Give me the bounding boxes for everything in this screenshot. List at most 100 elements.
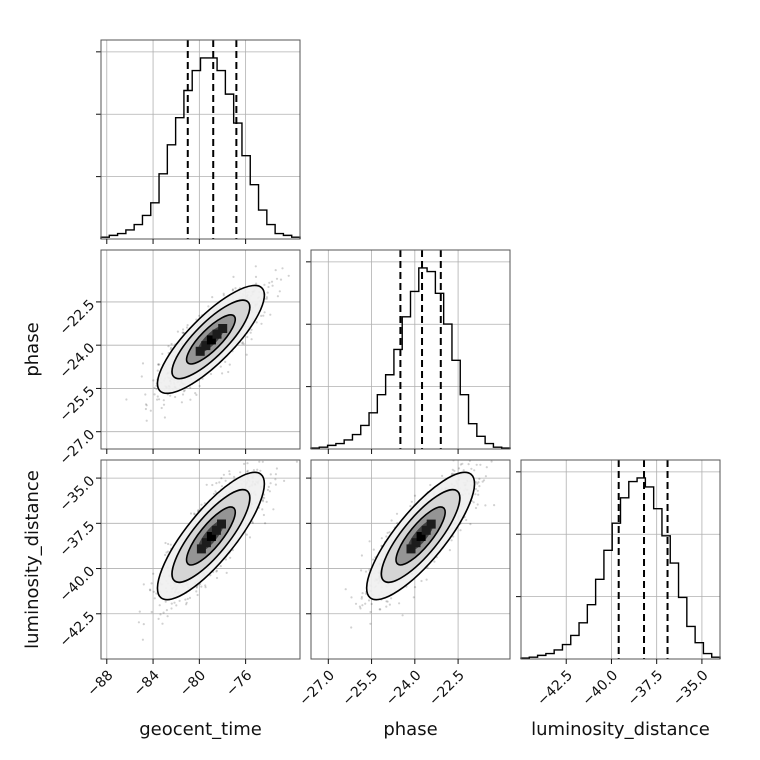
- scatter-point: [164, 541, 167, 545]
- scatter-point: [283, 479, 286, 482]
- density-bin: [211, 525, 221, 535]
- x-tick-label-phase: −27.0: [296, 667, 338, 709]
- scatter-point: [472, 501, 475, 504]
- scatter-point: [369, 610, 372, 614]
- scatter-point: [361, 604, 364, 607]
- x-tick-label-phase: −22.5: [426, 667, 468, 709]
- scatter-point: [227, 370, 230, 374]
- scatter-point: [398, 602, 401, 605]
- scatter-point: [233, 475, 236, 478]
- scatter-point: [269, 473, 272, 476]
- scatter-point: [476, 503, 479, 506]
- scatter-point: [261, 508, 264, 511]
- scatter-point: [145, 404, 148, 407]
- scatter-point: [189, 386, 192, 389]
- scatter-point: [166, 615, 169, 618]
- scatter-point: [265, 297, 268, 300]
- y-axis-label-phase: phase: [22, 322, 43, 376]
- scatter-point: [161, 622, 164, 625]
- scatter-point: [451, 472, 454, 475]
- scatter-point: [224, 558, 227, 561]
- scatter-point: [269, 482, 272, 485]
- panel-frame: [520, 459, 721, 660]
- scatter-point: [263, 311, 266, 314]
- scatter-point: [250, 338, 253, 341]
- scatter-point: [215, 482, 218, 485]
- scatter-point: [372, 548, 375, 551]
- scatter-point: [204, 584, 207, 587]
- scatter-point: [260, 314, 263, 317]
- scatter-point: [385, 600, 388, 603]
- scatter-point: [195, 586, 198, 589]
- y-tick-label-luminosity_distance: −37.5: [57, 518, 99, 560]
- scatter-point: [258, 454, 260, 456]
- scatter-point: [142, 583, 145, 586]
- scatter-point: [473, 469, 476, 472]
- scatter-point: [268, 281, 271, 284]
- scatter-point: [264, 522, 267, 525]
- scatter-point: [170, 602, 173, 605]
- scatter-point: [493, 504, 496, 507]
- scatter-point: [278, 290, 281, 293]
- scatter-point: [256, 468, 259, 471]
- scatter-point: [195, 393, 198, 396]
- scatter-point: [142, 623, 145, 626]
- scatter-point: [258, 460, 261, 463]
- scatter-point: [359, 607, 362, 610]
- scatter-point: [209, 574, 212, 577]
- scatter-point: [271, 284, 274, 287]
- x-tick-label-luminosity_distance: −42.5: [534, 667, 576, 709]
- scatter-point: [174, 395, 177, 399]
- scatter-point: [225, 571, 228, 575]
- scatter-point: [198, 314, 201, 317]
- x-axis-label-phase: phase: [383, 719, 437, 740]
- scatter-point: [246, 462, 249, 465]
- scatter-point: [475, 463, 478, 466]
- scatter-point: [148, 588, 152, 591]
- panel-frame: [310, 249, 511, 450]
- scatter-point: [249, 456, 251, 458]
- scatter-point: [274, 483, 277, 486]
- y-tick-label-phase: −27.0: [57, 427, 99, 469]
- scatter-point: [370, 602, 373, 606]
- scatter-point: [232, 275, 235, 278]
- scatter-point: [461, 462, 464, 465]
- scatter-point: [409, 505, 412, 508]
- scatter-point: [390, 597, 393, 600]
- scatter-point: [175, 604, 178, 607]
- scatter-point: [251, 521, 254, 525]
- scatter-point: [261, 460, 264, 463]
- scatter-point: [265, 500, 268, 503]
- scatter-point: [205, 483, 208, 486]
- scatter-point: [196, 593, 199, 597]
- scatter-point: [141, 638, 144, 641]
- x-axis-label-geocent_time: geocent_time: [139, 719, 262, 740]
- scatter-point: [224, 360, 227, 363]
- scatter-point: [481, 480, 484, 483]
- scatter-point: [231, 288, 234, 291]
- scatter-point: [448, 549, 451, 552]
- scatter-point: [164, 600, 167, 603]
- scatter-point: [369, 622, 372, 625]
- scatter-point: [141, 362, 145, 365]
- x-tick-label-luminosity_distance: −35.0: [670, 667, 712, 709]
- scatter-point: [137, 621, 140, 624]
- scatter-point: [162, 611, 165, 614]
- density-bin: [217, 519, 226, 529]
- x-tick-label-luminosity_distance: −40.0: [580, 667, 622, 709]
- scatter-point: [476, 482, 479, 485]
- scatter-point: [412, 596, 415, 599]
- hist-panel-luminosity_distance: [516, 459, 721, 664]
- scatter-point: [155, 387, 158, 391]
- y-tick-label-luminosity_distance: −35.0: [57, 473, 99, 515]
- density-bin: [212, 329, 222, 339]
- scatter-point: [203, 502, 206, 505]
- scatter-point: [173, 601, 176, 604]
- scatter-point: [261, 500, 265, 503]
- density-bin: [406, 544, 416, 554]
- density-bin: [206, 532, 216, 541]
- scatter-point: [164, 553, 167, 557]
- scatter-point: [220, 477, 223, 480]
- scatter-area: [311, 460, 510, 659]
